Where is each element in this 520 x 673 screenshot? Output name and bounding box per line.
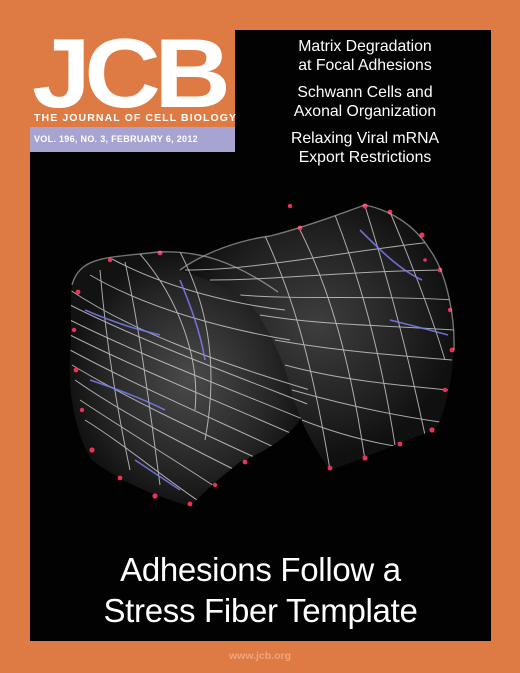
headline-item: Matrix Degradation at Focal Adhesions <box>246 38 484 75</box>
headline-line: Relaxing Viral mRNA <box>290 130 440 147</box>
journal-name: THE JOURNAL OF CELL BIOLOGY <box>34 112 238 124</box>
cover-story-line: Adhesions Follow a <box>120 551 401 588</box>
headline-line: Matrix Degradation <box>298 38 432 55</box>
cover-story-title: Adhesions Follow a Stress Fiber Template <box>30 549 491 631</box>
headline-line: Schwann Cells and <box>297 84 433 101</box>
headline-item: Relaxing Viral mRNA Export Restrictions <box>246 130 484 167</box>
headline-line: at Focal Adhesions <box>298 56 432 74</box>
logo-wordmark: JCB <box>32 18 231 128</box>
headline-list: Matrix Degradation at Focal Adhesions Sc… <box>246 38 484 176</box>
website-url: www.jcb.org <box>228 650 292 662</box>
issue-info: VOL. 196, NO. 3, FEBRUARY 6, 2012 <box>34 134 198 144</box>
headline-line: Axonal Organization <box>293 102 437 120</box>
cover-story-line: Stress Fiber Template <box>103 592 418 629</box>
cell-body-left <box>69 251 309 506</box>
headline-line: Export Restrictions <box>298 148 432 166</box>
journal-logo: JCB THE JOURNAL OF CELL BIOLOGY <box>30 24 238 127</box>
cell-micrograph-image <box>69 203 455 507</box>
stress-fibers-left <box>69 251 309 503</box>
blue-fibers <box>84 229 449 491</box>
issue-bar: VOL. 196, NO. 3, FEBRUARY 6, 2012 <box>30 127 235 152</box>
headline-item: Schwann Cells and Axonal Organization <box>246 84 484 121</box>
